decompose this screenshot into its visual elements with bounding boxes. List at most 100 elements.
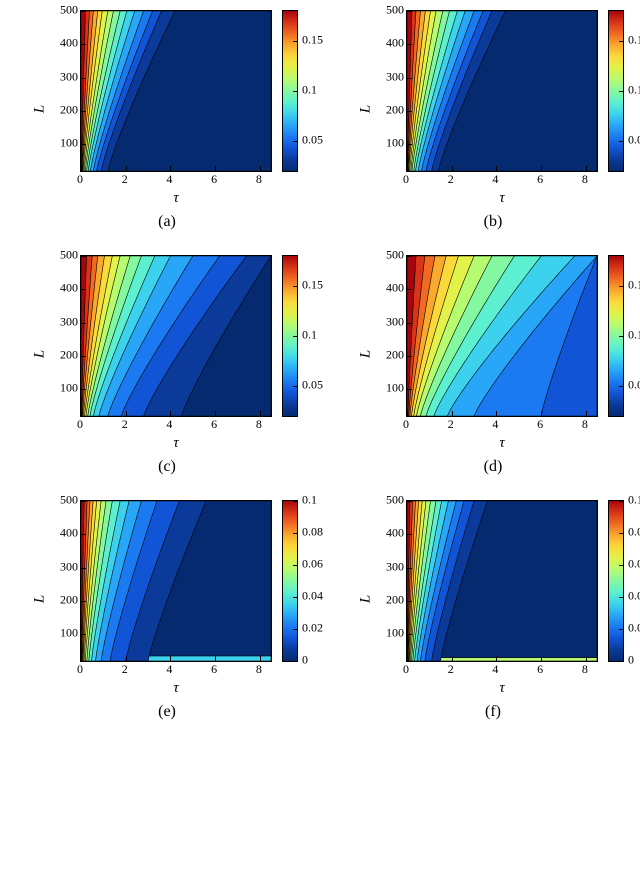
- ytick: 500: [50, 248, 78, 263]
- cbar-tick: 0.06: [628, 557, 640, 572]
- ytick: 200: [50, 593, 78, 608]
- sublabel-c: (c): [158, 458, 176, 476]
- ytick: 100: [50, 136, 78, 151]
- ylabel: L: [32, 349, 49, 357]
- xtick: 8: [256, 417, 262, 432]
- cbar-tick: 0.08: [628, 525, 640, 540]
- colorbar-c: [282, 255, 298, 417]
- xtick: 4: [166, 417, 172, 432]
- cbar-tick: 0.05: [302, 378, 323, 393]
- cbar-tick: 0: [628, 653, 634, 668]
- cbar-tick: 0.1: [302, 83, 317, 98]
- cbar-tick: 0.04: [628, 589, 640, 604]
- xtick: 8: [256, 662, 262, 677]
- ytick: 500: [50, 3, 78, 18]
- cbar-tick: 0.15: [628, 278, 640, 293]
- xtick: 6: [537, 662, 543, 677]
- xtick: 4: [492, 417, 498, 432]
- xtick: 8: [582, 662, 588, 677]
- ytick: 100: [50, 381, 78, 396]
- ytick: 500: [376, 493, 404, 508]
- ytick: 500: [50, 493, 78, 508]
- xtick: 0: [77, 662, 83, 677]
- xtick: 6: [211, 662, 217, 677]
- heatmap-d: [406, 255, 598, 417]
- panel-b: 100200300400500L02468τ0.050.10.15(b): [336, 10, 640, 231]
- xtick: 4: [166, 172, 172, 187]
- xtick: 0: [403, 417, 409, 432]
- xtick: 8: [582, 172, 588, 187]
- figure-grid: 100200300400500L02468τ0.050.10.15(a)1002…: [10, 10, 640, 721]
- ytick: 400: [376, 281, 404, 296]
- ylabel: L: [32, 594, 49, 602]
- cbar-tick: 0.1: [628, 328, 640, 343]
- sublabel-b: (b): [484, 213, 503, 231]
- colorbar-a: [282, 10, 298, 172]
- cbar-tick: 0.15: [302, 33, 323, 48]
- cbar-tick: 0.05: [628, 133, 640, 148]
- ytick: 300: [376, 314, 404, 329]
- ytick: 300: [376, 559, 404, 574]
- ytick: 400: [376, 36, 404, 51]
- ytick: 100: [376, 626, 404, 641]
- cbar-tick: 0.05: [628, 378, 640, 393]
- cbar-tick: 0.08: [302, 525, 323, 540]
- cbar-tick: 0.15: [628, 33, 640, 48]
- xtick: 0: [77, 172, 83, 187]
- heatmap-e: [80, 500, 272, 662]
- ytick: 400: [376, 526, 404, 541]
- cbar-tick: 0.1: [628, 493, 640, 508]
- cbar-tick: 0.04: [302, 589, 323, 604]
- colorbar-f: [608, 500, 624, 662]
- ytick: 500: [376, 3, 404, 18]
- xlabel: τ: [80, 190, 272, 207]
- ytick: 200: [376, 593, 404, 608]
- ylabel: L: [358, 594, 375, 602]
- xtick: 6: [211, 417, 217, 432]
- ytick: 400: [50, 281, 78, 296]
- panel-e: 100200300400500L02468τ00.020.040.060.080…: [10, 500, 324, 721]
- ytick: 200: [376, 103, 404, 118]
- heatmap-b: [406, 10, 598, 172]
- xlabel: τ: [80, 680, 272, 697]
- sublabel-e: (e): [158, 703, 176, 721]
- xtick: 8: [256, 172, 262, 187]
- cbar-tick: 0.1: [302, 493, 317, 508]
- ylabel: L: [32, 104, 49, 112]
- ylabel: L: [358, 349, 375, 357]
- ytick: 300: [50, 314, 78, 329]
- ytick: 300: [50, 559, 78, 574]
- heatmap-f: [406, 500, 598, 662]
- xtick: 4: [492, 662, 498, 677]
- xtick: 8: [582, 417, 588, 432]
- ytick: 200: [50, 348, 78, 363]
- cbar-tick: 0: [302, 653, 308, 668]
- cbar-tick: 0.1: [302, 328, 317, 343]
- sublabel-d: (d): [484, 458, 503, 476]
- colorbar-b: [608, 10, 624, 172]
- colorbar-e: [282, 500, 298, 662]
- panel-c: 100200300400500L02468τ0.050.10.15(c): [10, 255, 324, 476]
- xtick: 4: [166, 662, 172, 677]
- ylabel: L: [358, 104, 375, 112]
- xtick: 0: [77, 417, 83, 432]
- xlabel: τ: [406, 680, 598, 697]
- ytick: 300: [50, 69, 78, 84]
- xtick: 2: [122, 417, 128, 432]
- xtick: 2: [448, 417, 454, 432]
- cbar-tick: 0.1: [628, 83, 640, 98]
- cbar-tick: 0.05: [302, 133, 323, 148]
- ytick: 100: [376, 136, 404, 151]
- cbar-tick: 0.15: [302, 278, 323, 293]
- xlabel: τ: [406, 190, 598, 207]
- cbar-tick: 0.06: [302, 557, 323, 572]
- xtick: 2: [448, 662, 454, 677]
- ytick: 500: [376, 248, 404, 263]
- cbar-tick: 0.02: [628, 621, 640, 636]
- heatmap-c: [80, 255, 272, 417]
- xlabel: τ: [406, 435, 598, 452]
- sublabel-a: (a): [158, 213, 176, 231]
- ytick: 200: [50, 103, 78, 118]
- colorbar-d: [608, 255, 624, 417]
- ytick: 100: [376, 381, 404, 396]
